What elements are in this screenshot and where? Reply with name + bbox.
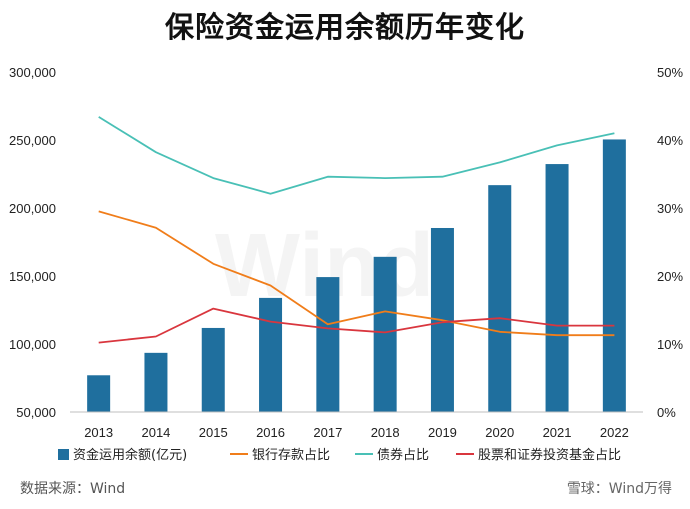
axes-group: 50,000 100,000 150,000 200,000 250,000 300,00…: [9, 65, 683, 440]
line-series-2: [98, 116, 615, 195]
bar-2015: [201, 327, 225, 412]
y-left-tick-label: 250,000: [9, 133, 56, 148]
y-right-tick-label: 30%: [657, 201, 683, 216]
y-left-tick-label: 200,000: [9, 201, 56, 216]
y-right-tick-label: 10%: [657, 337, 683, 352]
x-tick-label: 2017: [313, 425, 342, 440]
bar-2014: [144, 352, 168, 412]
line-series-1: [98, 210, 615, 337]
x-tick-label: 2015: [199, 425, 228, 440]
legend-label: 股票和证券投资基金占比: [478, 447, 621, 463]
y-right-tick-label: 40%: [657, 133, 683, 148]
bar-2016: [259, 297, 283, 412]
y-left-tick-label: 150,000: [9, 269, 56, 284]
legend-swatch-bar: [58, 449, 69, 460]
bar-2021: [545, 164, 569, 412]
bar-2013: [87, 375, 111, 412]
y-right-tick-label: 20%: [657, 269, 683, 284]
line-series-3: [98, 307, 615, 344]
bar-2017: [316, 277, 340, 412]
legend-label: 资金运用余额(亿元): [73, 447, 187, 463]
y-right-tick-label: 0%: [657, 405, 676, 420]
x-tick-label: 2022: [600, 425, 629, 440]
y-left-tick-label: 300,000: [9, 65, 56, 80]
legend: 资金运用余额(亿元) 银行存款占比 债券占比 股票和证券投资基金占比: [58, 447, 621, 463]
x-tick-label: 2013: [84, 425, 113, 440]
bar-series-group: [87, 139, 626, 412]
y-left-tick-label: 100,000: [9, 337, 56, 352]
x-tick-label: 2020: [485, 425, 514, 440]
line-series-group: [98, 116, 615, 344]
x-tick-label: 2021: [543, 425, 572, 440]
x-tick-label: 2018: [371, 425, 400, 440]
legend-label: 银行存款占比: [252, 448, 330, 463]
bar-2018: [373, 256, 397, 412]
bar-2022: [602, 139, 626, 412]
source-note: 数据来源：Wind: [20, 481, 126, 497]
bar-2020: [488, 185, 512, 412]
x-tick-label: 2019: [428, 425, 457, 440]
y-left-tick-label: 50,000: [16, 405, 56, 420]
x-tick-label: 2014: [141, 425, 170, 440]
brand-label: 雪球：Wind万得: [566, 481, 672, 497]
y-right-tick-label: 50%: [657, 65, 683, 80]
x-tick-label: 2016: [256, 425, 285, 440]
legend-label: 债券占比: [377, 447, 429, 463]
chart-title: 保险资金运用余额历年变化: [164, 10, 525, 44]
